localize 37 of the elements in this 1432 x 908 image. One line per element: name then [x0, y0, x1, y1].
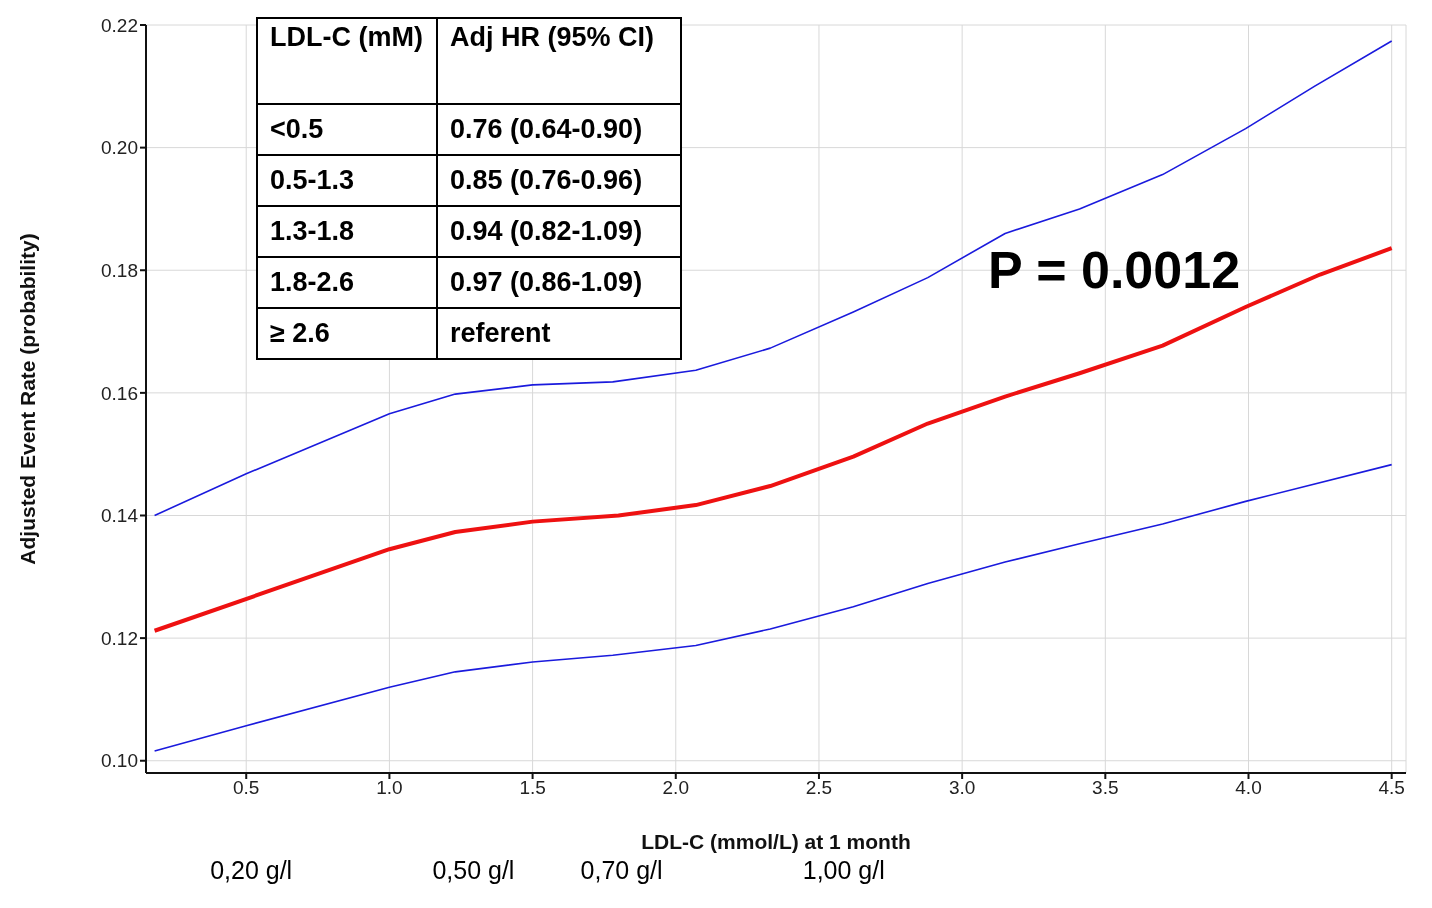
x2-tick-label: 0,20 g/l: [210, 855, 293, 884]
y-tick-label: 0.10: [101, 750, 138, 772]
x-tick-label: 4.0: [1235, 777, 1262, 799]
y-tick-label: 0.22: [101, 14, 138, 36]
annotation: 0.76 (0.64-0.90): [437, 104, 681, 155]
annotation: Adj HR (95% CI): [437, 18, 681, 104]
annotation: 1.3-1.8: [257, 206, 437, 257]
x-tick-label: 2.5: [805, 777, 833, 799]
line-series: [152, 246, 1394, 633]
x-tick-label: 2.0: [662, 777, 689, 799]
x-tick-label: 1.0: [376, 777, 403, 799]
annotation: LDL-C (mM): [257, 18, 437, 104]
y-tick-label: 0.20: [101, 137, 138, 159]
y-tick-label: 0.18: [101, 259, 138, 281]
x-tick-label: 1.5: [519, 777, 546, 799]
annotation: <0.5: [257, 104, 437, 155]
y-axis-title: Adjusted Event Rate (probability): [16, 233, 40, 565]
annotation: ≥ 2.6: [257, 308, 437, 359]
x2-tick-label: 0,50 g/l: [432, 855, 515, 884]
annotation: P = 0.0012: [988, 240, 1241, 300]
annotation: 0.5-1.3: [257, 155, 437, 206]
x-axis-title: LDL-C (mmol/L) at 1 month: [641, 830, 911, 853]
line-series: [153, 463, 1393, 752]
x-tick-label: 4.5: [1378, 777, 1405, 799]
y-tick-label: 0.12: [101, 627, 138, 649]
x2-tick-label: 1,00 g/l: [802, 855, 885, 884]
y-tick-label: 0.14: [101, 505, 139, 527]
x-tick-label: 3.5: [1092, 777, 1119, 799]
annotation: 0.97 (0.86-1.09): [437, 257, 681, 308]
annotation: 0.94 (0.82-1.09): [437, 206, 681, 257]
annotation: 0.85 (0.76-0.96): [437, 155, 681, 206]
annotation: 1.8-2.6: [257, 257, 437, 308]
y-tick-label: 0.16: [101, 382, 138, 404]
annotation: referent: [437, 308, 681, 359]
x2-tick-label: 0,70 g/l: [580, 855, 663, 884]
x-tick-label: 3.0: [948, 777, 976, 799]
x-tick-label: 0.5: [233, 777, 260, 799]
